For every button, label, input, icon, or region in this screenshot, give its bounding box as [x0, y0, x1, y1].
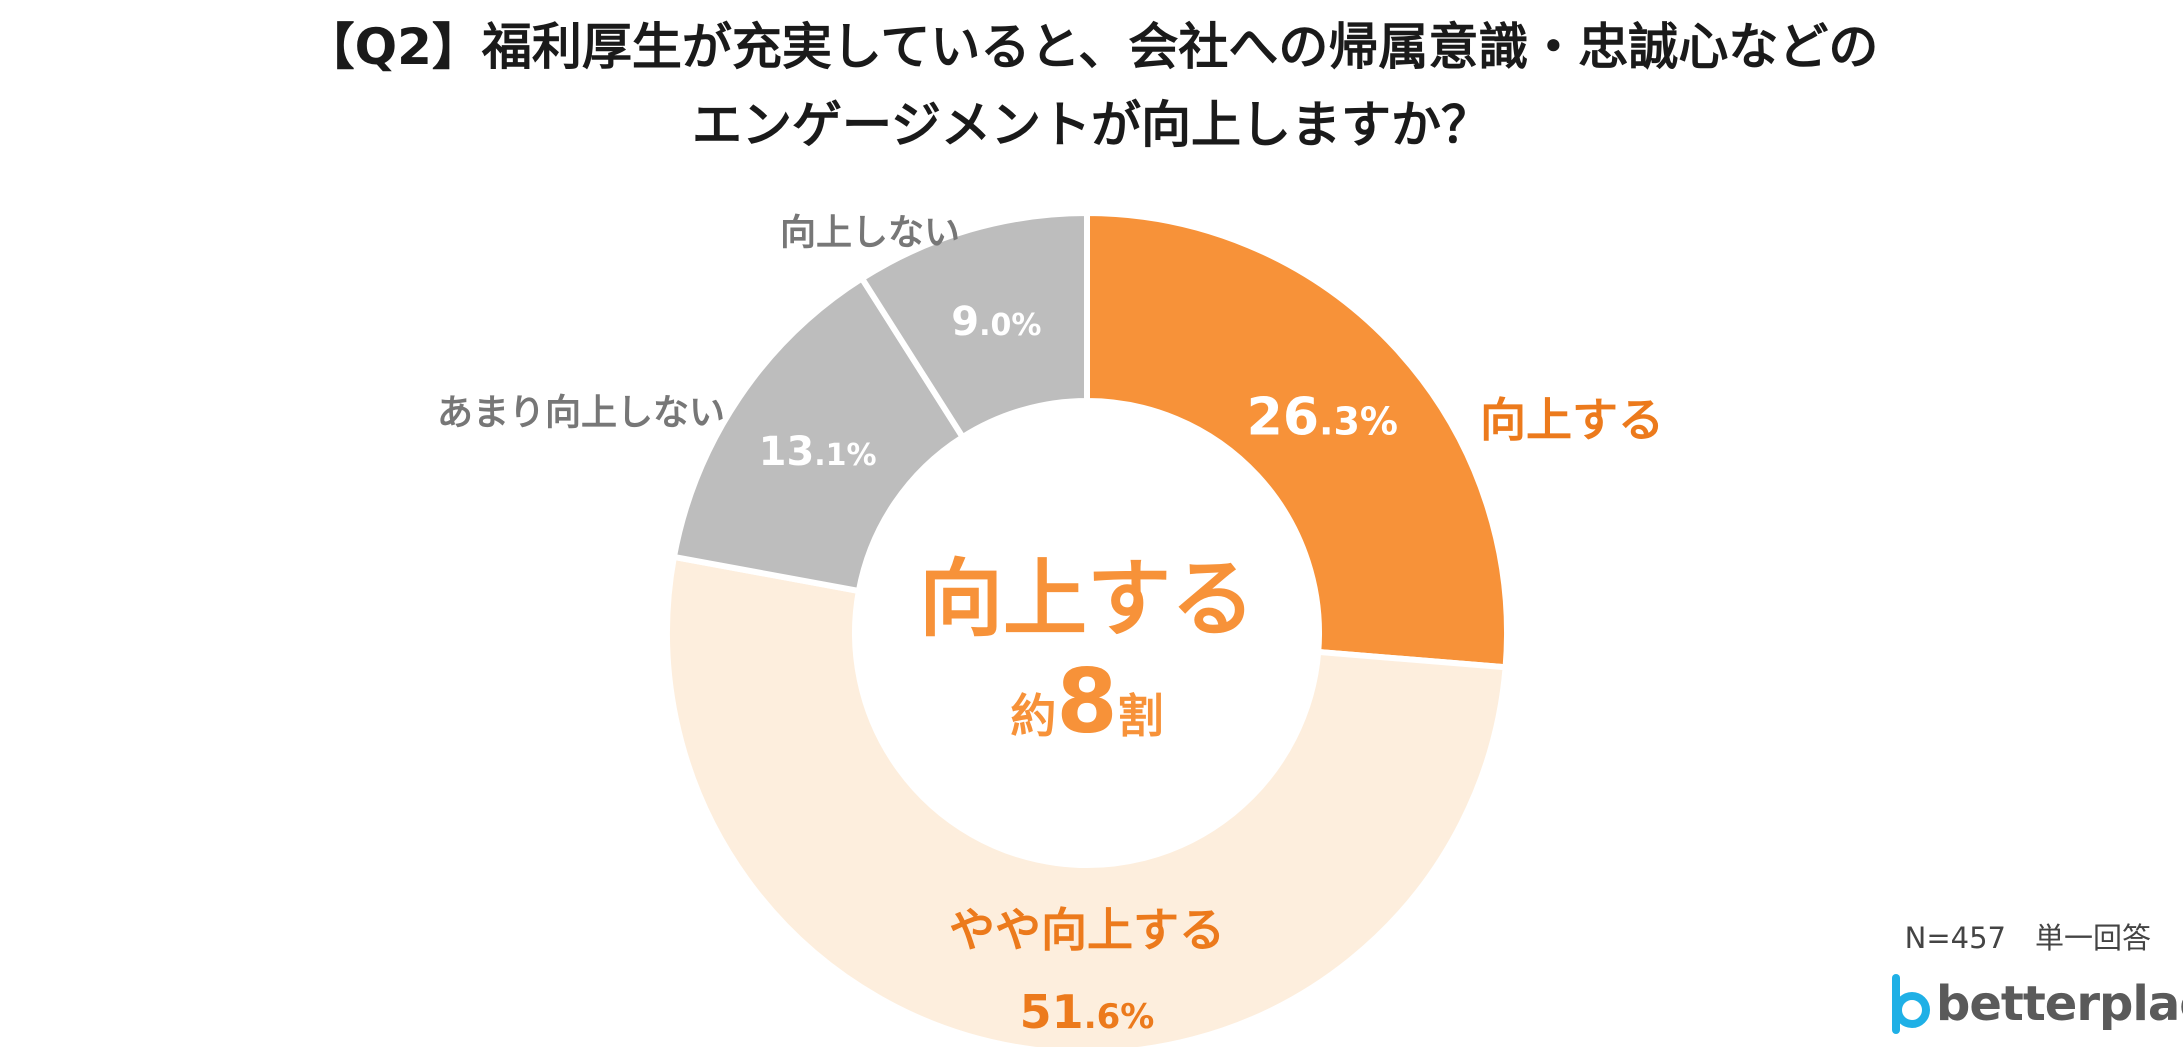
slice-value-label-3: 13.1% [759, 429, 877, 475]
betterplace-logo: betterplace [1888, 972, 2183, 1036]
logo-text: betterplace [1936, 976, 2183, 1032]
center-label-prefix: 約 [1010, 689, 1056, 743]
slice-value-dec: .3% [1319, 399, 1398, 443]
slice-value-int: 13 [759, 429, 815, 475]
center-label-number: 8 [1056, 650, 1117, 753]
center-label-line2: 約8割 [1010, 650, 1163, 753]
slice-category-label-2: やや向上する [949, 903, 1225, 957]
center-label: 向上する 約8割 [919, 550, 1255, 753]
center-label-line1: 向上する [919, 550, 1255, 648]
slice-value-int: 9 [951, 299, 979, 345]
slice-value-int: 51 [1020, 985, 1084, 1039]
slice-value-label-2: 51.6% [1020, 985, 1155, 1039]
chart-title: 【Q2】福利厚生が充実していると、会社への帰属意識・忠誠心などの エンゲージメン… [0, 8, 2183, 164]
slice-value-label-4: 9.0% [951, 299, 1041, 345]
slice-value-label-1: 26.3% [1247, 387, 1398, 447]
chart-labels: 26.3% 向上する 51.6% やや向上する 13.1% あまり向上しない 9.0% 向上し… [437, 213, 1664, 1039]
slice-value-dec: .1% [814, 438, 876, 473]
slice-value-dec: .0% [979, 308, 1041, 343]
slice-category-label-1: 向上する [1480, 393, 1664, 447]
chart-title-line2: エンゲージメントが向上しますか？ [692, 96, 1491, 154]
slice-value-int: 26 [1247, 387, 1319, 447]
slice-2 [664, 553, 1509, 1047]
slice-value-dec: .6% [1084, 997, 1155, 1037]
chart-slices [664, 209, 1510, 1047]
chart-title-line1: 【Q2】福利厚生が充実していると、会社への帰属意識・忠誠心などの [304, 18, 1879, 76]
sample-note: N=457 単一回答 [1904, 921, 2151, 955]
slice-4 [857, 209, 1090, 442]
slice-category-label-4: 向上しない [780, 213, 960, 254]
slice-1 [1084, 209, 1510, 671]
slice-category-label-3: あまり向上しない [437, 393, 725, 434]
center-label-suffix: 割 [1118, 689, 1164, 743]
slice-3 [670, 274, 967, 595]
betterplace-logo-icon [1892, 974, 1930, 1034]
